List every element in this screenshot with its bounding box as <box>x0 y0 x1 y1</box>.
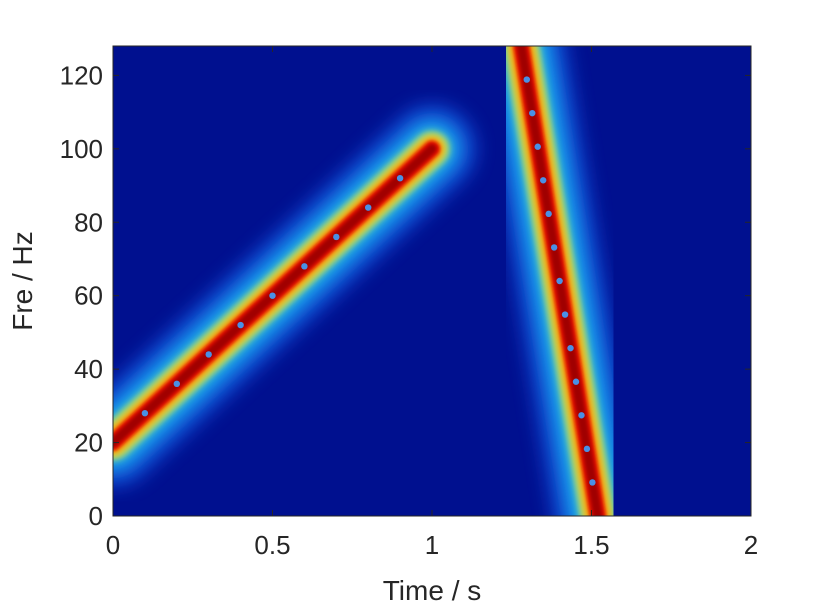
ridge-interference-dot <box>583 445 591 453</box>
x-tick-label: 0 <box>106 530 120 560</box>
ridge-interference-dot <box>556 277 563 285</box>
x-axis-label: Time / s <box>383 575 482 606</box>
y-tick-label: 40 <box>74 354 103 384</box>
ridge-interference-dot <box>589 479 596 486</box>
ridge-interference-dot <box>545 210 552 218</box>
y-axis: 0 20 40 60 80 100 120 <box>60 60 751 531</box>
ridge-component <box>113 103 477 488</box>
ridge-interference-dot <box>173 380 180 388</box>
x-tick-label: 1.5 <box>573 530 609 560</box>
ridge-interference-dot <box>301 263 308 270</box>
ridge-interference-dot <box>539 177 547 184</box>
ridge-interference-dot <box>578 412 585 419</box>
ridge-interference-dot <box>561 311 569 318</box>
ridge-interference-dot <box>523 76 530 83</box>
heatmap-layer <box>113 46 643 516</box>
ridge-interference-dot <box>205 351 212 358</box>
ridge-interference-dot <box>269 292 276 299</box>
ridge-interference-dot <box>572 378 580 385</box>
x-tick-label: 0.5 <box>254 530 290 560</box>
y-tick-label: 100 <box>60 134 103 164</box>
y-tick-label: 120 <box>60 60 103 90</box>
y-tick-label: 20 <box>74 428 103 458</box>
y-tick-label: 80 <box>74 207 103 237</box>
x-tick-label: 1 <box>425 530 439 560</box>
ridge-interference-dot <box>534 143 541 150</box>
y-tick-label: 60 <box>74 281 103 311</box>
ridge-interference-dot <box>567 344 574 352</box>
y-axis-label: Fre / Hz <box>7 231 38 331</box>
ridge-interference-dot <box>396 174 404 182</box>
y-tick-label: 0 <box>89 501 103 531</box>
ridge-interference-dot <box>333 233 340 241</box>
ridge-interference-dot <box>365 204 372 211</box>
ridge-component <box>476 46 643 516</box>
ridge-interference-dot <box>141 409 149 417</box>
x-axis: 0 0.5 1 1.5 2 <box>106 46 758 560</box>
x-tick-label: 2 <box>744 530 758 560</box>
ridge-interference-dot <box>237 321 244 329</box>
ridge-interference-dot <box>550 244 558 251</box>
ridge-interference-dot <box>529 109 536 117</box>
